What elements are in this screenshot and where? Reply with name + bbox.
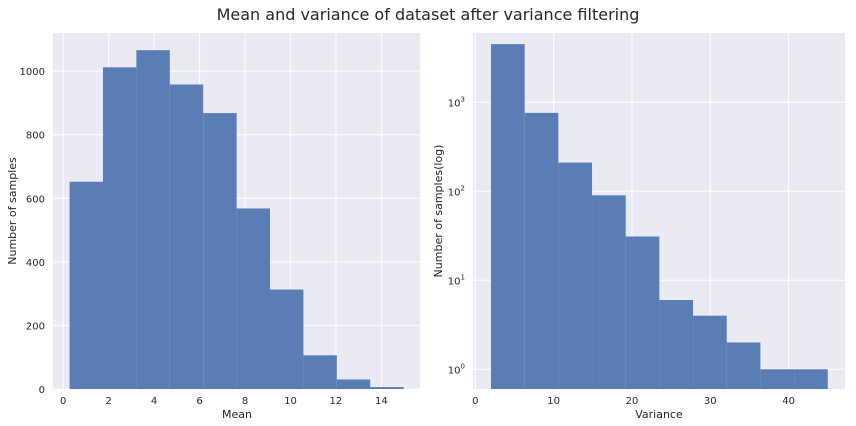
mean-x-tick-label: 14 <box>375 396 388 407</box>
variance-x-tick-label: 0 <box>472 396 478 407</box>
mean-histogram-bar <box>102 67 137 389</box>
variance-y-tick-label: 101 <box>448 273 465 287</box>
mean-x-tick-label: 4 <box>151 396 157 407</box>
mean-y-tick-label: 200 <box>26 321 45 332</box>
variance-y-tick-label: 102 <box>448 184 465 198</box>
mean-y-tick-label: 400 <box>26 258 45 269</box>
variance-histogram-bar <box>524 112 559 390</box>
mean-histogram-bar <box>169 84 204 389</box>
variance-histogram-bar <box>794 369 828 389</box>
variance-x-axis-label: Variance <box>635 408 683 421</box>
variance-histogram-panel: 0 10 20 30 40 100 101 102 103 Variance Number of… <box>432 33 845 421</box>
mean-histogram-bar <box>270 289 304 389</box>
mean-histogram-bar <box>236 208 271 389</box>
variance-histogram-bar <box>625 236 660 389</box>
variance-histogram-bar <box>726 342 761 389</box>
variance-histogram-bar <box>592 195 626 389</box>
mean-x-tick-label: 8 <box>242 396 248 407</box>
mean-ticks: 0 2 4 6 8 10 12 14 0 200 400 600 800 1000 <box>20 67 388 407</box>
variance-bars <box>491 44 828 390</box>
variance-x-tick-label: 10 <box>547 396 560 407</box>
mean-histogram-panel: 0 2 4 6 8 10 12 14 0 200 400 600 800 1000 Mean Number… <box>6 33 420 421</box>
variance-ticks: 0 10 20 30 40 100 101 102 103 <box>448 95 795 407</box>
mean-bars <box>69 50 404 390</box>
variance-x-tick-label: 20 <box>626 396 639 407</box>
mean-histogram-bar <box>203 113 237 389</box>
variance-y-tick-label: 103 <box>448 95 465 109</box>
mean-y-tick-label: 800 <box>26 131 45 142</box>
mean-y-tick-label: 600 <box>26 194 45 205</box>
mean-x-axis-label: Mean <box>222 408 252 421</box>
variance-x-tick-label: 30 <box>704 396 717 407</box>
mean-histogram-bar <box>303 355 337 389</box>
variance-histogram-bar <box>491 44 525 390</box>
mean-histogram-bar <box>336 379 371 389</box>
mean-x-tick-label: 2 <box>105 396 111 407</box>
variance-histogram-bar <box>659 300 694 389</box>
variance-histogram-bar <box>558 162 593 389</box>
mean-y-tick-label: 0 <box>39 385 45 396</box>
mean-x-tick-label: 10 <box>284 396 297 407</box>
mean-y-tick-label: 1000 <box>20 67 45 78</box>
mean-x-tick-label: 6 <box>196 396 202 407</box>
mean-histogram-bar <box>69 181 103 389</box>
variance-histogram-bar <box>760 369 795 389</box>
figure-title: Mean and variance of dataset after varia… <box>217 5 640 24</box>
variance-histogram-bar <box>693 315 727 389</box>
mean-x-tick-label: 12 <box>330 396 343 407</box>
mean-x-tick-label: 0 <box>60 396 66 407</box>
variance-y-tick-label: 100 <box>448 362 465 376</box>
mean-y-axis-label: Number of samples <box>6 157 19 265</box>
variance-x-tick-label: 40 <box>782 396 795 407</box>
mean-histogram-bar <box>136 50 170 390</box>
variance-y-axis-label: Number of samples(log) <box>432 145 445 278</box>
mean-histogram-bar <box>370 387 404 389</box>
